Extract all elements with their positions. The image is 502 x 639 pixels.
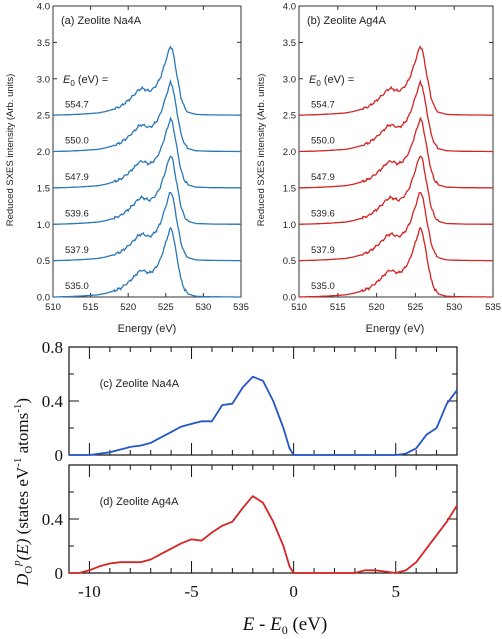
y-tick-label: 0.4 bbox=[42, 510, 64, 529]
spectrum-line-537.9 bbox=[53, 191, 241, 262]
x-tick-label: 530 bbox=[446, 302, 462, 313]
spectrum-line-535.0 bbox=[53, 226, 241, 298]
y-tick-label: 1.0 bbox=[37, 220, 50, 231]
dos-line bbox=[69, 375, 458, 456]
y-tick-label: 0.8 bbox=[42, 338, 63, 357]
y-tick-label: 3.5 bbox=[283, 38, 296, 49]
series-label: 554.7 bbox=[65, 99, 89, 110]
series-label: 547.9 bbox=[311, 172, 335, 183]
y-tick-label: 3.0 bbox=[37, 74, 50, 85]
dos-line bbox=[69, 495, 458, 574]
x-tick-label: 530 bbox=[195, 302, 211, 313]
y-tick-label: 0.0 bbox=[283, 293, 296, 304]
x-tick-label: 515 bbox=[330, 302, 346, 313]
panel-title: (d) Zeolite Ag4A bbox=[100, 496, 180, 508]
y-tick-label: 2.5 bbox=[283, 111, 296, 122]
panel-b-sxes-ag4a: 510 515 520 525 530 535 0.0 0.5 1.0 1.5 2.0 2.5 3.0 3… bbox=[283, 2, 501, 314]
y-tick-label: 0.4 bbox=[42, 392, 64, 411]
spectrum-line-539.6 bbox=[298, 155, 494, 225]
bottom-xlabel: E - E0 (eV) bbox=[242, 614, 328, 637]
spectrum-line-550.0 bbox=[299, 78, 493, 153]
x-tick-label: 520 bbox=[369, 302, 385, 313]
spectrum-line-539.6 bbox=[52, 155, 242, 225]
y-tick-label: 3.5 bbox=[37, 38, 50, 49]
x-tick-label: 515 bbox=[83, 302, 99, 313]
spectrum-line-550.0 bbox=[53, 78, 241, 153]
y-tick-label: 0 bbox=[55, 446, 64, 465]
y-tick-label: 3.0 bbox=[283, 74, 296, 85]
spectrum-line-554.7 bbox=[299, 45, 493, 116]
series-label: 539.6 bbox=[65, 208, 89, 219]
panel-a-ylabel: Reduced SXES intensity (Arb. units) bbox=[5, 74, 16, 227]
series-label: 535.0 bbox=[311, 281, 335, 292]
bottom-ylabel: DOp(E) (states eV-1 atoms-1) bbox=[11, 398, 35, 587]
y-tick-label: 1.0 bbox=[283, 220, 296, 231]
panel-title: (a) Zeolite Na4A bbox=[61, 15, 142, 27]
spectrum-line-554.7 bbox=[53, 45, 241, 116]
x-tick-label: -10 bbox=[78, 582, 101, 601]
plot-frame bbox=[68, 464, 458, 574]
series-label: 547.9 bbox=[65, 172, 89, 183]
x-tick-label: 520 bbox=[120, 302, 136, 313]
panel-b-ylabel: Reduced SXES intensity (Arb. units) bbox=[256, 74, 267, 227]
y-tick-label: 1.5 bbox=[37, 183, 50, 194]
series-label: 550.0 bbox=[65, 136, 89, 147]
x-tick-label: 510 bbox=[45, 302, 61, 313]
y-tick-label: 4.0 bbox=[37, 2, 50, 13]
panel-a-sxes-na4a: 510 515 520 525 530 535 0.0 0.5 1.0 1.5 2.0 2.5 3.0 3… bbox=[37, 2, 249, 314]
e0-header: E0 (eV) = bbox=[309, 74, 354, 88]
x-tick-label: 0 bbox=[289, 582, 298, 601]
series-label: 537.9 bbox=[65, 245, 89, 256]
spectrum-line-547.9 bbox=[299, 116, 493, 189]
spectrum-line-537.9 bbox=[299, 191, 493, 262]
y-tick-label: 2.0 bbox=[283, 147, 296, 158]
panel-title: (c) Zeolite Na4A bbox=[100, 378, 180, 390]
x-tick-label: 535 bbox=[233, 302, 249, 313]
x-tick-label: -5 bbox=[184, 582, 198, 601]
series-label: 535.0 bbox=[65, 281, 89, 292]
plot-frame bbox=[68, 346, 458, 456]
y-tick-label: 0.5 bbox=[283, 256, 296, 267]
x-tick-label: 5 bbox=[391, 582, 400, 601]
panel-a-xlabel: Energy (eV) bbox=[118, 323, 177, 335]
e0-header: E0 (eV) = bbox=[63, 74, 108, 88]
y-tick-label: 2.5 bbox=[37, 111, 50, 122]
series-label: 550.0 bbox=[311, 136, 335, 147]
x-tick-label: 535 bbox=[485, 302, 501, 313]
spectrum-line-547.9 bbox=[53, 116, 241, 189]
y-tick-label: 0.0 bbox=[37, 293, 50, 304]
y-tick-label: 4.0 bbox=[283, 2, 296, 13]
spectrum-line-535.0 bbox=[299, 226, 493, 298]
series-label: 537.9 bbox=[311, 245, 335, 256]
y-tick-label: 2.0 bbox=[37, 147, 50, 158]
series-label: 554.7 bbox=[311, 99, 335, 110]
panel-c-dos-na4a: 0 0.4 0.8 (c) Zeolite Na4A bbox=[42, 338, 458, 465]
y-tick-label: 0 bbox=[55, 564, 64, 583]
y-tick-label: 0.5 bbox=[37, 256, 50, 267]
series-label: 539.6 bbox=[311, 208, 335, 219]
panel-b-xlabel: Energy (eV) bbox=[366, 323, 425, 335]
y-tick-label: 1.5 bbox=[283, 183, 296, 194]
panel-title: (b) Zeolite Ag4A bbox=[307, 15, 387, 27]
x-tick-label: 525 bbox=[407, 302, 423, 313]
x-tick-label: 510 bbox=[291, 302, 307, 313]
panel-d-dos-ag4a: -10 -5 0 5 0 0.4 (d) Zeolite Ag4A bbox=[42, 464, 458, 601]
x-tick-label: 525 bbox=[158, 302, 174, 313]
